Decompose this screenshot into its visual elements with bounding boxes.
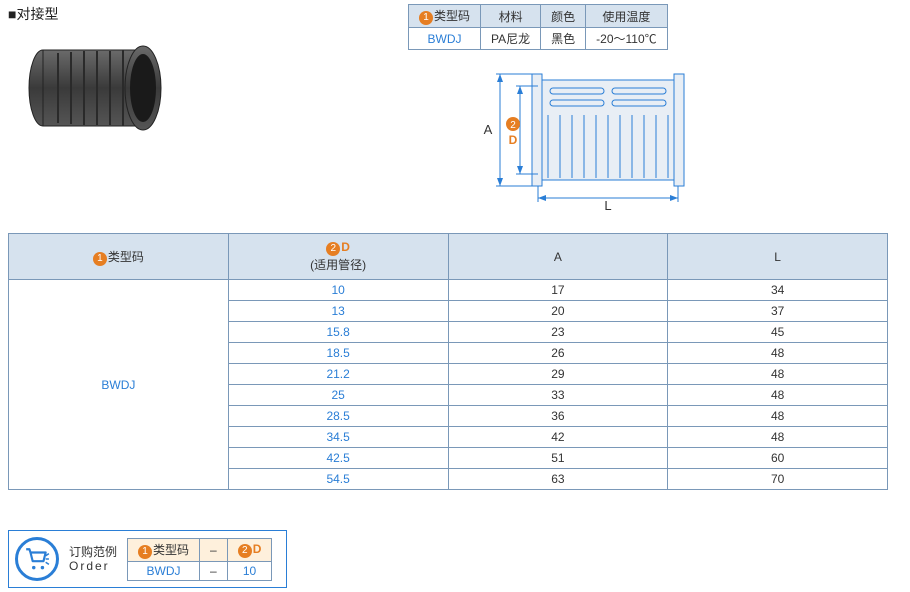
main-td-d: 13 <box>228 301 448 322</box>
main-td-a: 42 <box>448 427 668 448</box>
main-td-a: 17 <box>448 280 668 301</box>
main-td-a: 20 <box>448 301 668 322</box>
main-th-typecode: 1类型码 <box>9 234 229 280</box>
main-td-l: 48 <box>668 364 888 385</box>
main-td-a: 33 <box>448 385 668 406</box>
main-td-a: 29 <box>448 364 668 385</box>
main-td-d: 54.5 <box>228 469 448 490</box>
main-td-d: 15.8 <box>228 322 448 343</box>
main-td-l: 34 <box>668 280 888 301</box>
main-td-d: 25 <box>228 385 448 406</box>
main-data-table: 1类型码 2D (适用管径) A L BWDJ10173413203715.82… <box>8 233 888 490</box>
spec-table: 1类型码 材料 颜色 使用温度 BWDJ PA尼龙 黑色 -20～110℃ <box>408 4 668 50</box>
main-td-a: 26 <box>448 343 668 364</box>
spec-td-material: PA尼龙 <box>481 28 541 50</box>
svg-text:2: 2 <box>510 120 516 131</box>
spec-th-color: 颜色 <box>541 5 586 28</box>
order-label: 订购范例 Order <box>69 545 117 574</box>
title-block: ■对接型 <box>8 4 408 148</box>
main-th-d: 2D (适用管径) <box>228 234 448 280</box>
dimension-diagram: A 2 D L <box>448 60 902 213</box>
main-td-d: 21.2 <box>228 364 448 385</box>
main-td-d: 34.5 <box>228 427 448 448</box>
svg-text:D: D <box>509 133 518 147</box>
main-td-d: 10 <box>228 280 448 301</box>
page-title: ■对接型 <box>8 4 408 24</box>
main-td-a: 51 <box>448 448 668 469</box>
main-td-l: 37 <box>668 301 888 322</box>
cart-icon <box>15 537 59 581</box>
main-th-l: L <box>668 234 888 280</box>
order-td-d: 10 <box>227 561 272 580</box>
main-td-a: 63 <box>448 469 668 490</box>
spec-th-temp: 使用温度 <box>586 5 667 28</box>
svg-text:A: A <box>484 122 493 137</box>
order-table: 1类型码 – 2D BWDJ – 10 <box>127 538 272 581</box>
order-td-sep: – <box>200 561 228 580</box>
spec-td-color: 黑色 <box>541 28 586 50</box>
main-td-a: 36 <box>448 406 668 427</box>
main-td-typecode: BWDJ <box>9 280 229 490</box>
svg-text:L: L <box>604 198 611 210</box>
spec-td-temp: -20～110℃ <box>586 28 667 50</box>
spec-td-typecode: BWDJ <box>409 28 481 50</box>
main-td-d: 18.5 <box>228 343 448 364</box>
main-td-l: 48 <box>668 385 888 406</box>
spec-th-material: 材料 <box>481 5 541 28</box>
order-example-block: 订购范例 Order 1类型码 – 2D BWDJ – 10 <box>8 530 287 588</box>
main-td-l: 60 <box>668 448 888 469</box>
main-td-l: 45 <box>668 322 888 343</box>
main-td-l: 48 <box>668 343 888 364</box>
main-td-a: 23 <box>448 322 668 343</box>
main-td-l: 48 <box>668 406 888 427</box>
main-th-a: A <box>448 234 668 280</box>
product-photo <box>8 28 188 148</box>
main-td-l: 70 <box>668 469 888 490</box>
order-td-typecode: BWDJ <box>128 561 200 580</box>
spec-th-typecode: 1类型码 <box>409 5 481 28</box>
main-td-l: 48 <box>668 427 888 448</box>
main-td-d: 28.5 <box>228 406 448 427</box>
main-td-d: 42.5 <box>228 448 448 469</box>
